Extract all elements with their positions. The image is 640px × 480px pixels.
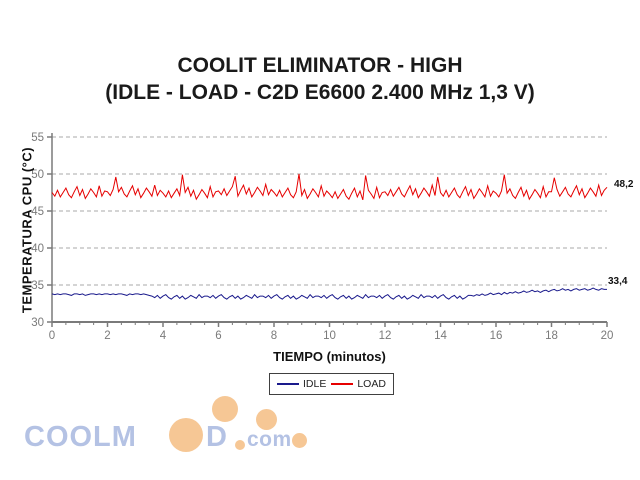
load-line-swatch: [331, 383, 354, 385]
y-tick-label: 30: [31, 317, 44, 329]
chart-legend: IDLE LOAD: [269, 373, 394, 395]
idle-line-swatch: [277, 383, 299, 385]
y-tick-label: 40: [31, 243, 44, 255]
idle-end-value-label: 33,4: [608, 276, 628, 287]
x-tick-label: 20: [601, 330, 614, 342]
x-axis-title: TIEMPO (minutos): [273, 349, 386, 364]
y-tick-label: 55: [31, 132, 44, 144]
logo-dot-icon: [235, 440, 245, 450]
x-tick-label: 4: [160, 330, 167, 342]
coolmod-logo: COOLM D com: [0, 390, 330, 470]
logo-o-circle-icon: [169, 418, 203, 452]
x-tick-label: 8: [271, 330, 277, 342]
x-tick-label: 18: [545, 330, 558, 342]
chart-title-line1: COOLIT ELIMINATOR - HIGH: [177, 54, 463, 77]
series-line-idle: [51, 287, 607, 300]
chart-title-line2: (IDLE - LOAD - C2D E6600 2.400 MHz 1,3 V…: [105, 81, 535, 104]
logo-text-d: D: [206, 421, 228, 453]
x-tick-label: 14: [434, 330, 447, 342]
page-title: COOLIT ELIMINATOR - HIGH (IDLE - LOAD - …: [0, 52, 640, 106]
legend-item-load: LOAD: [331, 378, 386, 390]
logo-text-coolm: COOLM: [24, 421, 137, 453]
x-tick-label: 6: [215, 330, 221, 342]
orange-circle-decor-icon: [212, 396, 238, 422]
logo-text-com: com: [247, 428, 292, 451]
x-tick-label: 0: [49, 330, 55, 342]
y-tick-label: 45: [31, 206, 44, 218]
orange-circle-decor-icon: [256, 409, 277, 430]
load-end-value-label: 48,2: [614, 179, 634, 190]
orange-circle-decor-icon: [292, 433, 307, 448]
x-tick-label: 2: [104, 330, 110, 342]
y-axis-title: TEMPERATURA CPU (°C): [19, 146, 35, 314]
legend-item-idle: IDLE: [277, 378, 326, 390]
series-line-load: [51, 173, 608, 201]
legend-label-idle: IDLE: [303, 378, 327, 390]
x-tick-label: 10: [323, 330, 336, 342]
x-tick-label: 16: [490, 330, 503, 342]
legend-label-load: LOAD: [357, 378, 386, 390]
y-tick-label: 35: [31, 280, 44, 292]
x-tick-label: 12: [379, 330, 392, 342]
y-tick-label: 50: [31, 169, 44, 181]
